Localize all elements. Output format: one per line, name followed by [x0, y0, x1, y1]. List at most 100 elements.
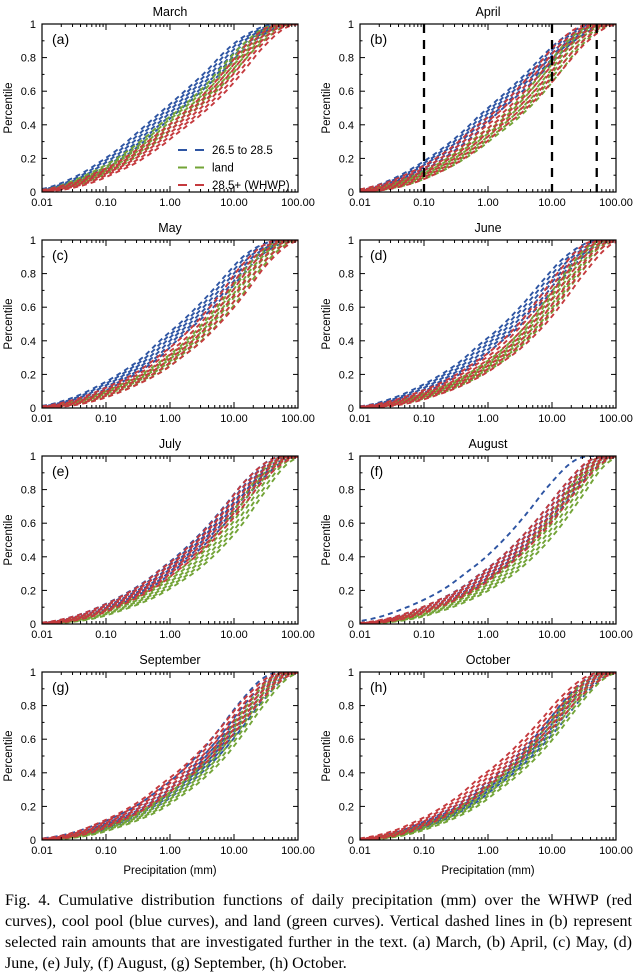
- cdf-curve-green-4: [42, 672, 298, 840]
- y-axis-label: Percentile: [3, 82, 15, 133]
- cdf-curve-red-5: [42, 672, 298, 840]
- panel-title: May: [158, 221, 182, 235]
- x-tick-label: 0.01: [31, 629, 52, 641]
- cdf-curve-green-0: [42, 240, 298, 408]
- cdf-curve-blue-2: [360, 672, 616, 840]
- cdf-curve-green-1: [360, 24, 616, 192]
- y-axis-label: Percentile: [3, 298, 15, 349]
- cdf-curve-red-5: [42, 24, 298, 192]
- x-axis-label: Precipitation (mm): [123, 865, 216, 877]
- panel-letter: (e): [52, 463, 69, 479]
- panel-title: April: [475, 5, 500, 19]
- cdf-curve-red-4: [42, 240, 298, 408]
- cdf-curve-red-0: [42, 24, 298, 191]
- cdf-curve-green-5: [42, 672, 298, 840]
- x-tick-label: 10.00: [538, 629, 566, 641]
- cdf-curve-green-4: [360, 240, 616, 408]
- ticks: [359, 455, 617, 625]
- y-tick-label: 0.8: [21, 269, 36, 281]
- cdf-curve-blue-2: [360, 240, 616, 408]
- y-axis-label: Percentile: [321, 82, 333, 133]
- y-tick-label: 0: [30, 187, 36, 199]
- cdf-curve-red-2: [42, 456, 298, 624]
- curves-layer: [42, 24, 298, 192]
- panel-letter: (a): [52, 31, 69, 47]
- x-tick-label: 0.01: [31, 413, 52, 425]
- y-tick-label: 0.8: [339, 485, 354, 497]
- chart-august: August 0.01 0.10 1.00 10.00 100.00 0 0.2 0.4 0.6 0…: [321, 437, 633, 641]
- cdf-curve-green-1: [42, 240, 298, 408]
- y-tick-label: 0: [348, 403, 354, 415]
- legend-label-blue: 26.5 to 28.5: [212, 145, 273, 157]
- cdf-curve-green-0: [360, 672, 616, 840]
- ticks: [41, 23, 299, 193]
- x-tick-label: 10.00: [220, 197, 248, 209]
- y-tick-label: 0.6: [21, 302, 36, 314]
- cdf-curve-blue-3: [42, 240, 298, 408]
- cdf-curve-blue-0: [42, 24, 298, 190]
- x-tick-label: 0.01: [349, 413, 370, 425]
- x-tick-label: 1.00: [477, 629, 498, 641]
- x-tick-label: 0.01: [349, 629, 370, 641]
- chart-october: October 0.01 0.10 1.00 10.00 100.00 0 0.2 0.4 0.6…: [321, 653, 633, 877]
- x-tick-label: 0.01: [349, 845, 370, 857]
- cdf-curve-green-0: [42, 456, 298, 624]
- y-tick-label: 0.2: [339, 369, 354, 381]
- x-tick-label: 0.10: [413, 413, 434, 425]
- y-tick-label: 0.8: [339, 269, 354, 281]
- y-tick-label: 0.2: [21, 801, 36, 813]
- panel-d-june: June 0.01 0.10 1.00 10.00 100.00 0 0.2 0.4 0.6 0.8…: [318, 216, 636, 432]
- cdf-curve-red-3: [42, 672, 298, 840]
- curves-layer: [360, 672, 616, 840]
- cdf-curve-green-4: [42, 240, 298, 408]
- y-tick-label: 1: [30, 19, 36, 31]
- x-tick-label: 100.00: [599, 197, 633, 209]
- x-tick-label: 1.00: [159, 845, 180, 857]
- cdf-curve-red-1: [42, 24, 298, 192]
- cdf-curve-blue-0: [360, 24, 616, 191]
- cdf-curve-red-0: [360, 672, 616, 840]
- cdf-curve-blue-2: [42, 240, 298, 408]
- x-tick-label: 0.10: [95, 629, 116, 641]
- cdf-curve-blue-0: [360, 240, 616, 408]
- x-tick-label: 1.00: [477, 413, 498, 425]
- x-tick-label: 10.00: [538, 197, 566, 209]
- legend: 26.5 to 28.5 land 28.5+ (WHWP): [178, 145, 290, 192]
- cdf-curve-red-2: [42, 672, 298, 840]
- cdf-curve-green-0: [360, 240, 616, 408]
- panel-a-march: March 0.01 0.10 1.00 10.00 100.00 0 0.2 0.4 0.6 0.…: [0, 0, 318, 216]
- y-tick-label: 0: [30, 403, 36, 415]
- cdf-curve-red-5: [42, 456, 298, 624]
- cdf-curve-red-4: [42, 672, 298, 840]
- cdf-curve-red-4: [360, 672, 616, 840]
- x-axis-label: Precipitation (mm): [441, 865, 534, 877]
- cdf-curve-green-2: [360, 240, 616, 408]
- chart-september: September 0.01 0.10 1.00 10.00 100.00 0 0.2 0.4 0…: [3, 653, 315, 877]
- curves-layer: [42, 240, 298, 408]
- cdf-curve-blue-1: [360, 240, 616, 408]
- x-tick-label: 10.00: [220, 845, 248, 857]
- y-tick-label: 0.4: [339, 336, 354, 348]
- y-tick-label: 0.4: [21, 336, 36, 348]
- x-tick-label: 1.00: [159, 413, 180, 425]
- panel-title: June: [474, 221, 501, 235]
- cdf-curve-green-4: [42, 456, 298, 624]
- panel-c-may: May 0.01 0.10 1.00 10.00 100.00 0 0.2 0.4 0.6 0.8 1…: [0, 216, 318, 432]
- cdf-curve-red-4: [42, 456, 298, 624]
- y-tick-label: 0.2: [339, 801, 354, 813]
- panel-e-july: July 0.01 0.10 1.00 10.00 100.00 0 0.2 0.4 0.6 0.8…: [0, 432, 318, 648]
- y-tick-label: 0: [348, 835, 354, 847]
- y-tick-label: 1: [30, 235, 36, 247]
- cdf-curve-green-3: [42, 240, 298, 408]
- cdf-curve-green-4: [360, 672, 616, 840]
- cdf-curve-green-4: [360, 456, 616, 624]
- y-tick-label: 0.4: [339, 552, 354, 564]
- cdf-curve-red-0: [42, 240, 298, 408]
- curves-layer: [42, 456, 298, 624]
- y-tick-label: 0.2: [339, 585, 354, 597]
- panel-b-april: April 0.01 0.10 1.00 10.00 100.00 0 0.2 0.4 0.6 0.…: [318, 0, 636, 216]
- cdf-curve-blue-3: [360, 672, 616, 840]
- panel-f-august: August 0.01 0.10 1.00 10.00 100.00 0 0.2 0.4 0.6 0…: [318, 432, 636, 648]
- curves-layer: [360, 456, 616, 624]
- cdf-curve-green-5: [360, 456, 616, 624]
